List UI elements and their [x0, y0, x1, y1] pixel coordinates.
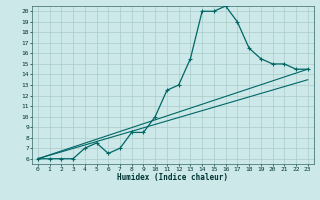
X-axis label: Humidex (Indice chaleur): Humidex (Indice chaleur)	[117, 173, 228, 182]
